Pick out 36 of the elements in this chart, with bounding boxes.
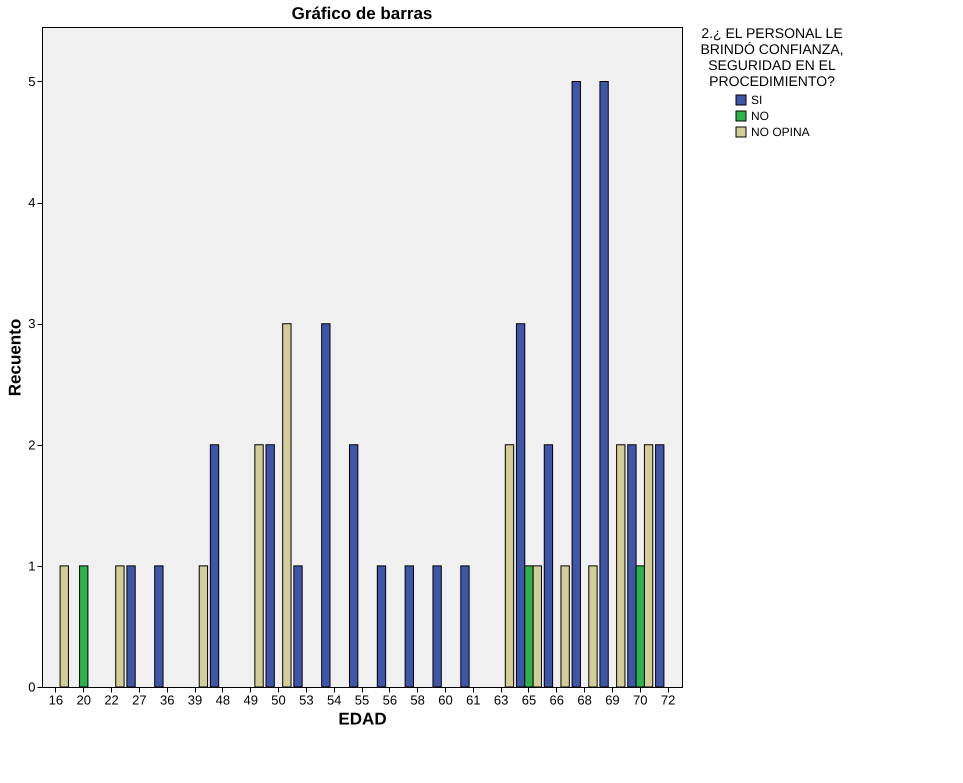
legend-label: NO OPINA — [751, 125, 810, 139]
x-tick-label: 68 — [577, 692, 592, 708]
y-tick-label: 5 — [28, 74, 36, 89]
chart-title: Gráfico de barras — [292, 4, 432, 23]
x-tick-label: 49 — [243, 692, 258, 708]
legend-title: 2.¿ EL PERSONAL LE BRINDÓ CONFIANZA, SEGURIDAD EN EL PROCEDIMIENTO? — [700, 25, 844, 89]
y-tick-label: 1 — [28, 558, 36, 574]
x-tick-label: 72 — [660, 692, 676, 708]
x-tick-label: 58 — [410, 692, 425, 708]
y-tick-label: 0 — [28, 680, 36, 694]
x-tick-label: 69 — [605, 692, 620, 708]
x-tick-label: 54 — [326, 692, 342, 708]
x-tick-label: 48 — [216, 692, 230, 708]
x-tick-label: 55 — [354, 692, 370, 708]
legend-label: SI — [751, 93, 762, 107]
x-tick-label: 20 — [76, 692, 91, 708]
y-tick-label: 2 — [28, 437, 36, 452]
x-tick-label: 16 — [48, 692, 64, 708]
x-tick-label: 61 — [466, 692, 481, 708]
x-tick-label: 60 — [438, 692, 453, 708]
x-tick-label: 22 — [104, 692, 119, 708]
x-tick-label: 39 — [188, 692, 202, 708]
x-tick-label: 70 — [633, 692, 648, 708]
x-tick-label: 63 — [494, 692, 508, 708]
x-tick-label: 56 — [382, 692, 398, 708]
x-tick-label: 65 — [522, 692, 536, 708]
x-tick-label: 36 — [160, 692, 174, 708]
x-tick-label: 27 — [132, 692, 147, 708]
y-axis-title: Recuento — [5, 318, 24, 396]
legend-label: NO — [751, 109, 769, 123]
x-tick-label: 53 — [299, 692, 314, 708]
x-tick-label: 50 — [271, 692, 286, 708]
x-tick-label: 66 — [550, 692, 564, 708]
x-axis-title: EDAD — [338, 710, 387, 728]
y-tick-label: 3 — [28, 316, 36, 332]
y-tick-label: 4 — [28, 195, 36, 210]
